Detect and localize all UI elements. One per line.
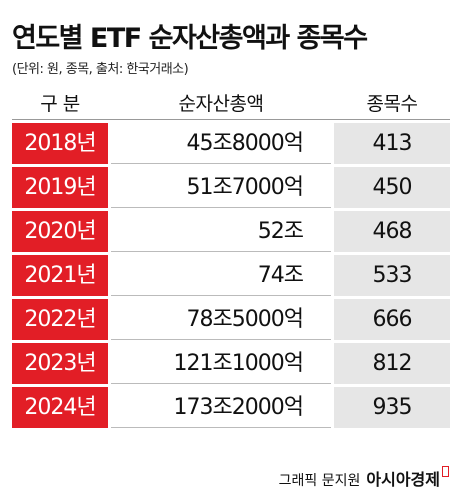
asset-cell: 45조8000억 — [111, 123, 331, 164]
asset-cell: 78조5000억 — [111, 299, 331, 340]
asset-cell: 173조2000억 — [111, 387, 331, 428]
brand: 아시아경제 — [366, 470, 440, 489]
title: 연도별 ETF 순자산총액과 종목수 — [12, 23, 368, 54]
year-cell: 2024년 — [12, 387, 108, 428]
subtitle: (단위: 원, 종목, 출처: 한국거래소) — [12, 62, 189, 77]
year-cell: 2022년 — [12, 299, 108, 340]
count-cell: 935 — [334, 387, 450, 428]
asset-cell: 74조 — [111, 255, 331, 296]
asset-cell: 52조 — [111, 211, 331, 252]
count-cell: 450 — [334, 167, 450, 208]
column-header: 구 분 — [40, 93, 80, 115]
footer: 그래픽 문지원 아시아경제 — [279, 466, 449, 490]
asset-cell: 121조1000억 — [111, 343, 331, 384]
year-cell: 2021년 — [12, 255, 108, 296]
count-cell: 666 — [334, 299, 450, 340]
count-cell: 413 — [334, 123, 450, 164]
column-header: 순자산총액 — [178, 93, 264, 115]
credit: 그래픽 문지원 — [278, 473, 361, 489]
count-cell: 468 — [334, 211, 450, 252]
asset-cell: 51조7000억 — [111, 167, 331, 208]
brand-mark — [442, 466, 449, 477]
count-cell: 812 — [334, 343, 450, 384]
count-cell: 533 — [334, 255, 450, 296]
year-cell: 2019년 — [12, 167, 108, 208]
header-rule — [12, 119, 450, 120]
column-header: 종목수 — [366, 93, 418, 115]
year-cell: 2023년 — [12, 343, 108, 384]
year-cell: 2020년 — [12, 211, 108, 252]
year-cell: 2018년 — [12, 123, 108, 164]
